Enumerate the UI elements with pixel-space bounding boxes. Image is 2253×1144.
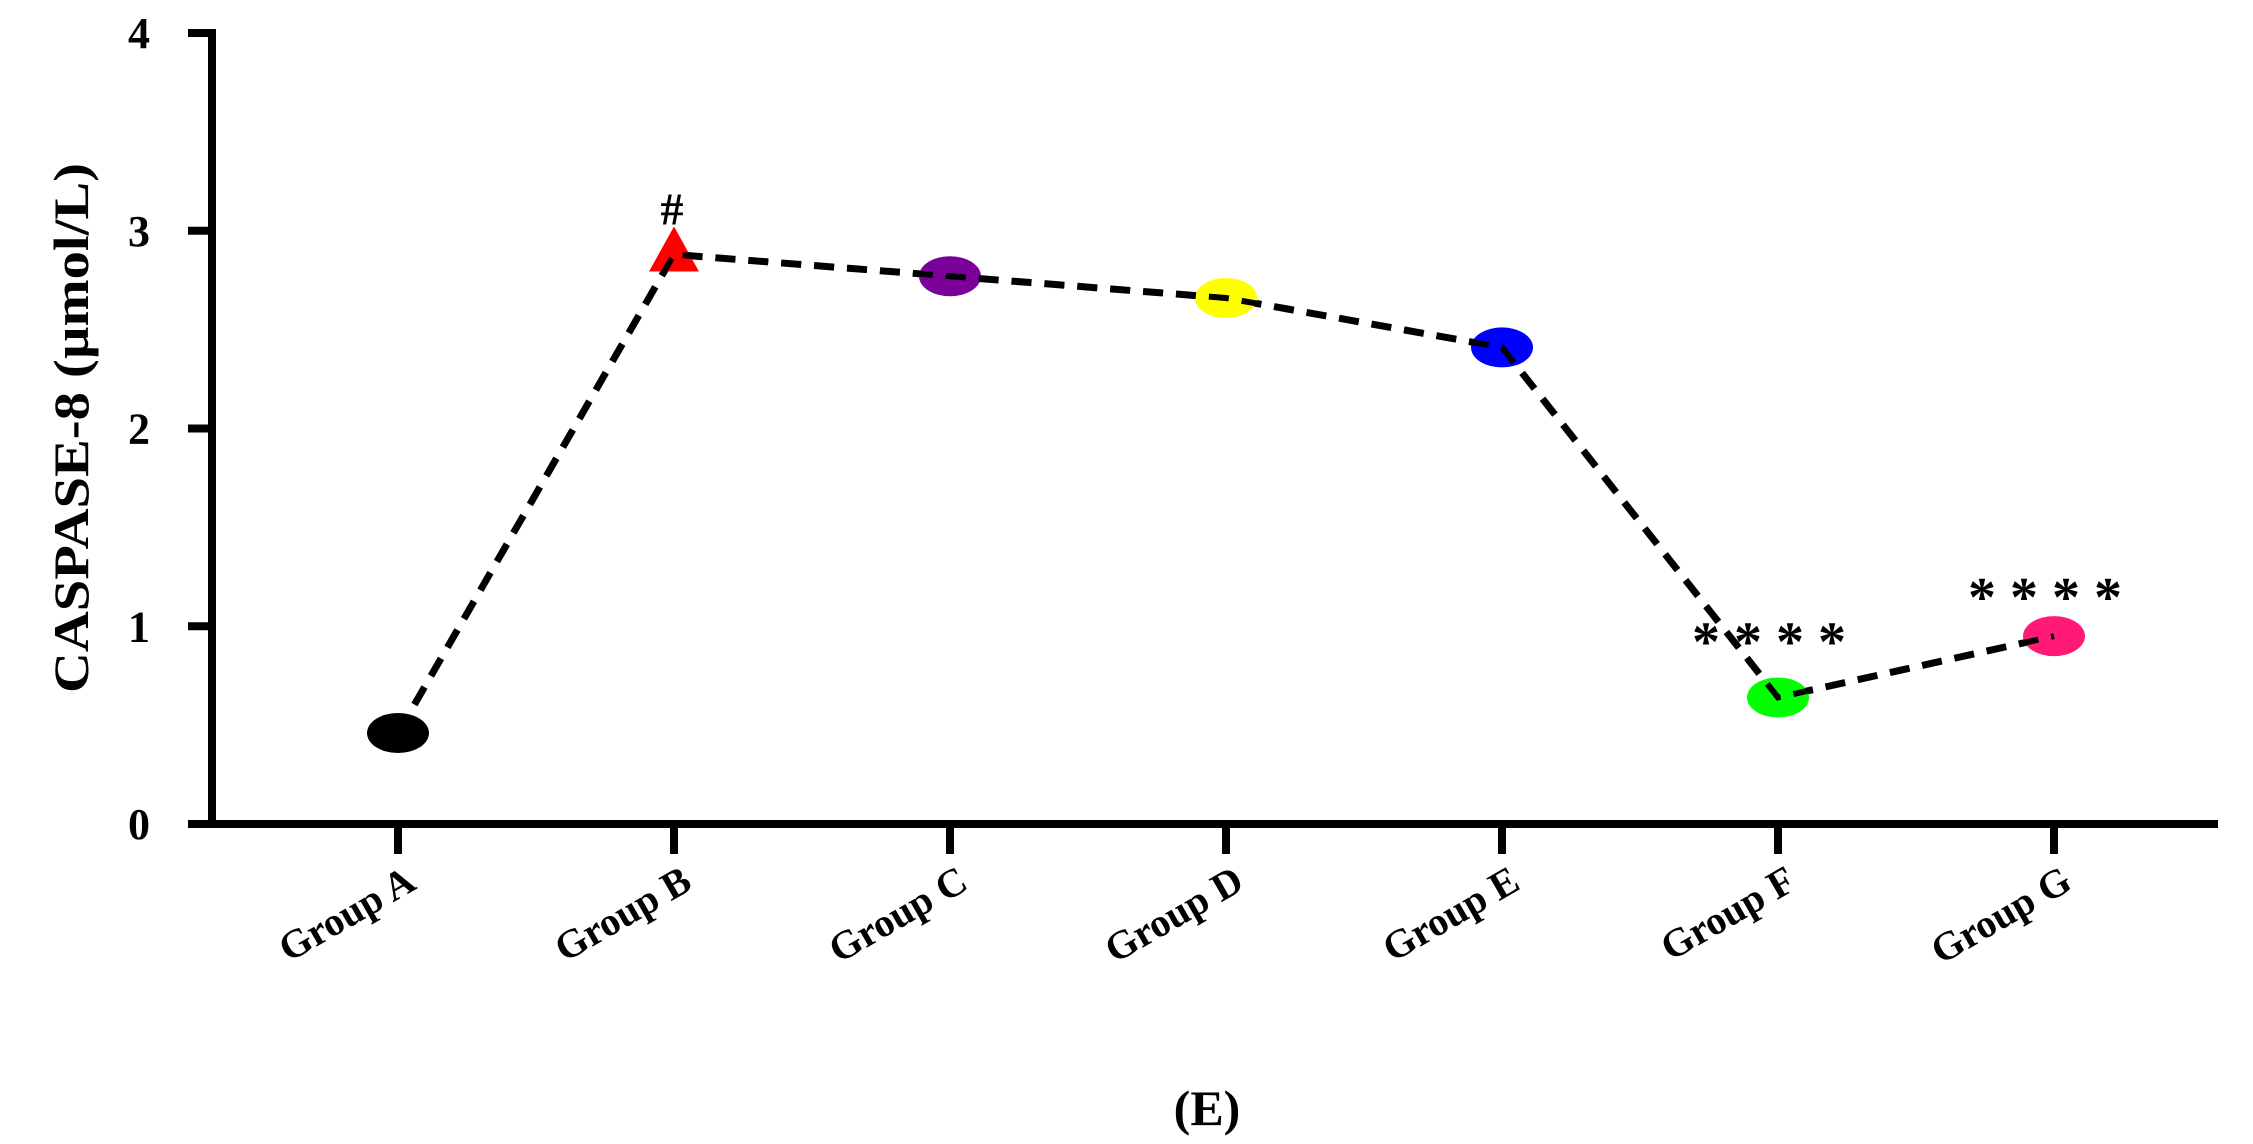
y-tick-label: 0 [128,800,150,849]
asterisk-annotation: **** [1692,611,1860,673]
y-axis-title: CASPASE-8 (µmol/L) [43,163,99,693]
hash-annotation: # [661,183,684,234]
series-line-overlay [395,251,2055,735]
x-tick-label: Group D [1097,857,1251,972]
data-point [649,226,699,272]
data-markers [367,226,2085,754]
y-tick-label: 4 [128,9,150,58]
x-tick-label: Group E [1375,857,1527,971]
x-tick-label: Group A [271,857,423,971]
y-axis-ticks: 0 1 2 3 4 [128,9,212,849]
x-tick-label: Group C [821,857,975,972]
x-axis-ticks: Group A Group B Group C Group D Group E Group… [271,824,2079,973]
asterisk-annotation: **** [1968,567,2136,629]
panel-label: (E) [1174,1080,1241,1136]
significance-annotations: # **** **** [661,183,2136,673]
x-tick-label: Group B [547,857,699,971]
y-tick-label: 3 [128,207,150,256]
y-tick-label: 2 [128,405,150,454]
y-tick-label: 1 [128,602,150,651]
x-tick-label: Group G [1923,857,2079,973]
x-tick-label: Group F [1653,857,1803,970]
